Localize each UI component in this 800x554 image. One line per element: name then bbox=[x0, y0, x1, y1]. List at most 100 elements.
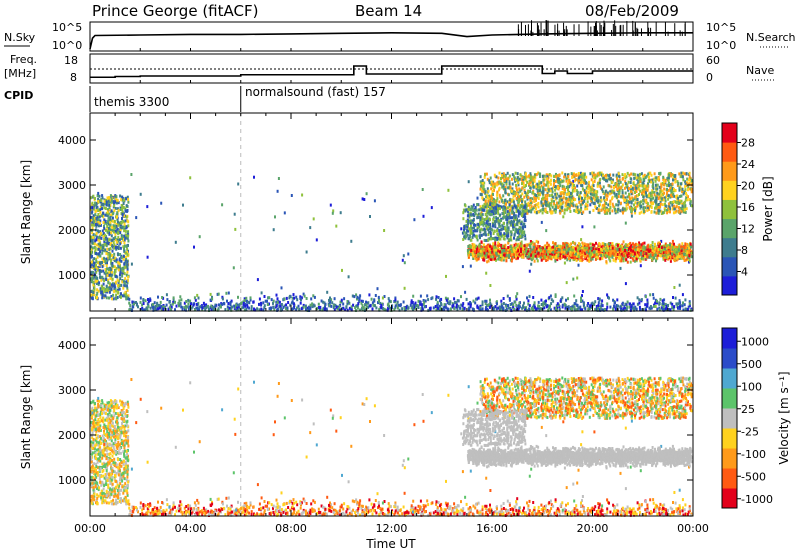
data-cell bbox=[600, 247, 603, 251]
data-cell bbox=[434, 305, 437, 308]
data-cell bbox=[311, 305, 314, 309]
data-cell bbox=[642, 257, 645, 261]
data-cell bbox=[210, 304, 213, 308]
data-cell bbox=[110, 260, 113, 264]
data-cell bbox=[671, 302, 674, 306]
data-cell bbox=[638, 247, 641, 251]
data-cell bbox=[250, 305, 253, 309]
data-cell bbox=[533, 259, 536, 263]
data-cell bbox=[447, 301, 450, 305]
data-cell bbox=[487, 303, 490, 307]
data-cell bbox=[561, 305, 564, 309]
data-cell bbox=[105, 296, 108, 300]
data-cell bbox=[280, 308, 283, 312]
data-cell bbox=[659, 297, 662, 301]
data-cell bbox=[489, 251, 492, 254]
data-cell bbox=[125, 226, 128, 230]
data-cell bbox=[511, 250, 514, 254]
data-cell bbox=[658, 308, 661, 312]
data-cell bbox=[295, 308, 298, 312]
data-cell bbox=[104, 233, 107, 237]
data-cell bbox=[624, 302, 627, 306]
data-cell bbox=[595, 305, 598, 308]
data-cell bbox=[584, 257, 587, 261]
data-cell bbox=[468, 254, 471, 258]
data-cell bbox=[312, 294, 315, 298]
data-cell bbox=[528, 304, 531, 308]
data-cell bbox=[500, 299, 503, 303]
data-cell bbox=[372, 303, 375, 307]
data-cell bbox=[554, 242, 557, 246]
data-cell bbox=[604, 253, 607, 257]
data-cell bbox=[343, 297, 346, 301]
data-cell bbox=[100, 278, 103, 282]
data-cell bbox=[340, 300, 343, 304]
data-cell bbox=[113, 256, 116, 260]
data-cell bbox=[555, 247, 558, 250]
data-cell bbox=[635, 251, 637, 255]
data-cell bbox=[243, 308, 246, 312]
nsky-spikes bbox=[89, 20, 694, 51]
data-cell bbox=[305, 250, 308, 254]
data-cell bbox=[103, 221, 106, 225]
data-cell bbox=[522, 247, 525, 250]
data-cell bbox=[299, 295, 302, 299]
data-cell bbox=[232, 266, 235, 270]
data-cell bbox=[476, 245, 479, 249]
data-cell bbox=[276, 308, 279, 312]
data-cell bbox=[622, 250, 625, 254]
data-cell bbox=[200, 305, 203, 308]
data-cell bbox=[96, 282, 98, 285]
data-cell bbox=[517, 304, 520, 308]
data-cell bbox=[101, 214, 103, 218]
data-cell bbox=[157, 307, 160, 311]
data-cell bbox=[605, 247, 608, 251]
data-cell bbox=[579, 258, 582, 262]
data-cell bbox=[538, 304, 541, 308]
data-cell bbox=[109, 220, 112, 224]
data-cell bbox=[578, 247, 581, 251]
data-cell bbox=[597, 304, 600, 308]
data-cell bbox=[683, 245, 686, 249]
data-cell bbox=[365, 303, 368, 307]
data-cell bbox=[629, 255, 632, 259]
data-cell bbox=[508, 250, 511, 254]
data-cell bbox=[500, 258, 503, 262]
data-cell bbox=[635, 248, 638, 252]
data-cell bbox=[484, 253, 487, 257]
data-cell bbox=[97, 209, 100, 212]
data-cell bbox=[95, 266, 98, 270]
data-cell bbox=[102, 282, 105, 286]
data-cell bbox=[672, 255, 675, 258]
data-cell bbox=[564, 254, 567, 258]
data-cell bbox=[627, 248, 630, 252]
data-cell bbox=[96, 252, 99, 256]
data-cell bbox=[122, 245, 125, 249]
data-cell bbox=[652, 293, 655, 297]
data-cell bbox=[248, 301, 251, 305]
data-cell bbox=[102, 243, 105, 247]
data-cell bbox=[305, 308, 307, 312]
data-cell bbox=[568, 243, 571, 247]
data-cell bbox=[545, 305, 548, 309]
data-cell bbox=[690, 255, 693, 259]
data-cell bbox=[440, 297, 443, 301]
data-cell bbox=[642, 308, 645, 312]
data-cell bbox=[237, 307, 240, 311]
data-cell bbox=[104, 202, 107, 205]
data-cell bbox=[92, 274, 95, 278]
data-cell bbox=[646, 302, 649, 306]
data-cell bbox=[108, 256, 111, 260]
data-cell bbox=[579, 171, 582, 175]
nsky-frame bbox=[89, 21, 694, 52]
data-cell bbox=[109, 223, 112, 227]
data-cell bbox=[546, 258, 549, 262]
data-cell bbox=[117, 231, 120, 235]
data-cell bbox=[572, 240, 574, 244]
data-cell bbox=[482, 258, 485, 262]
data-cell bbox=[595, 250, 598, 254]
data-cell bbox=[499, 257, 502, 261]
data-cell bbox=[582, 243, 584, 247]
data-cell bbox=[554, 250, 557, 254]
data-cell bbox=[611, 246, 614, 250]
